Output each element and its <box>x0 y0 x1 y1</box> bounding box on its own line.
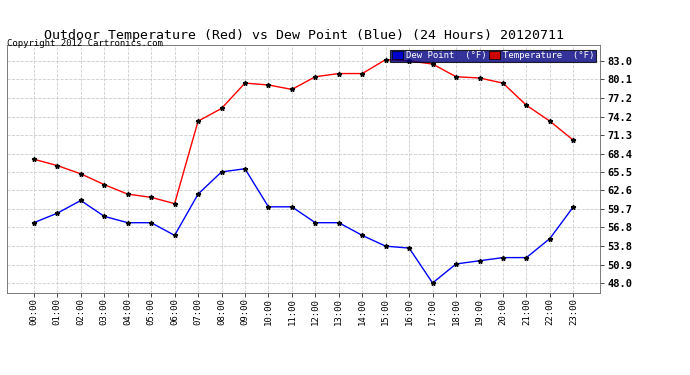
Legend: Dew Point  (°F), Temperature  (°F): Dew Point (°F), Temperature (°F) <box>391 50 595 62</box>
Text: Copyright 2012 Cartronics.com: Copyright 2012 Cartronics.com <box>7 39 163 48</box>
Title: Outdoor Temperature (Red) vs Dew Point (Blue) (24 Hours) 20120711: Outdoor Temperature (Red) vs Dew Point (… <box>43 30 564 42</box>
